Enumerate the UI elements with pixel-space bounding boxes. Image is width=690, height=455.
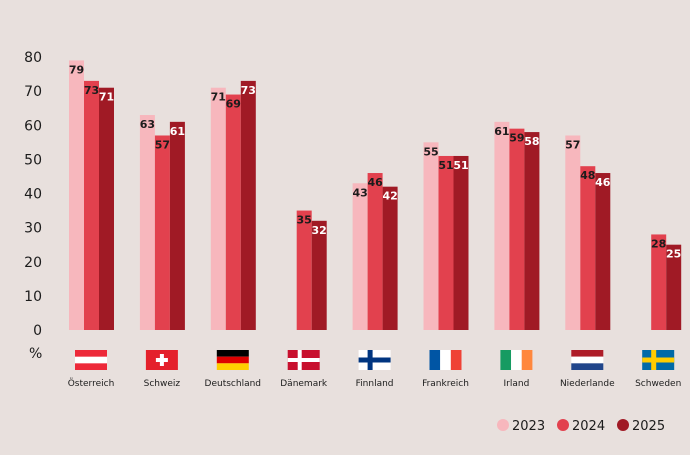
bar-irland-2023	[494, 121, 510, 331]
data-label-daenemark-2024: 35	[297, 214, 312, 227]
category-label-niederlande: Niederlande	[560, 379, 615, 389]
bar-finnland-2024	[367, 173, 383, 330]
category-label-irland: Irland	[504, 379, 530, 389]
legend-label-2023: 2023	[512, 419, 545, 434]
category-label-daenemark: Dänemark	[280, 379, 328, 389]
flag-austria-icon	[75, 350, 107, 370]
bar-oesterreich-2024	[84, 80, 99, 330]
legend-marker-2023	[497, 419, 509, 431]
flag-netherlands-icon	[571, 350, 604, 370]
data-label-frankreich-2024: 51	[438, 159, 453, 172]
data-label-finnland-2023: 43	[352, 186, 367, 199]
category-label-oesterreich: Österreich	[68, 378, 115, 389]
bar-deutschland-2023	[210, 87, 226, 331]
legend-marker-2025	[617, 419, 629, 431]
data-label-schweden-2024: 28	[651, 237, 666, 250]
legend-marker-2024	[557, 419, 569, 431]
data-label-schweden-2025: 25	[666, 248, 681, 261]
flag-france-icon	[429, 350, 462, 370]
bar-niederlande-2024	[580, 166, 596, 330]
y-tick-label: 30	[24, 221, 42, 237]
data-label-frankreich-2023: 55	[423, 145, 438, 158]
data-label-schweiz-2023: 63	[140, 118, 155, 131]
bar-frankreich-2024	[438, 155, 454, 330]
category-label-finnland: Finnland	[356, 379, 394, 389]
y-tick-label: 0	[33, 323, 42, 339]
legend-label-2024: 2024	[572, 419, 605, 434]
flag-sweden-icon	[642, 350, 675, 370]
bar-daenemark-2025	[311, 220, 327, 330]
data-label-oesterreich-2025: 71	[99, 91, 114, 104]
category-label-schweiz: Schweiz	[144, 379, 181, 389]
x-axis: Österreich Schweiz Deutschland Dänemark Finn…	[68, 350, 681, 389]
bar-schweiz-2025	[169, 121, 185, 331]
y-tick-label: 10	[24, 289, 42, 305]
data-label-daenemark-2025: 32	[312, 224, 327, 237]
data-label-finnland-2025: 42	[382, 190, 397, 203]
bar-schweden-2025	[666, 244, 682, 330]
bar-deutschland-2025	[240, 80, 256, 330]
flag-denmark-icon	[287, 350, 320, 370]
y-tick-label: 20	[24, 255, 42, 271]
y-tick-label: 50	[24, 152, 42, 168]
category-label-schweden: Schweden	[635, 379, 681, 389]
bar-schweiz-2024	[154, 135, 170, 330]
data-label-schweiz-2025: 61	[170, 125, 185, 138]
bar-schweden-2024	[651, 234, 667, 330]
bar-irland-2025	[524, 132, 540, 330]
bar-oesterreich-2023	[69, 60, 84, 330]
bar-oesterreich-2025	[99, 87, 114, 331]
data-label-niederlande-2025: 46	[595, 176, 611, 189]
y-tick-label: 70	[24, 84, 42, 100]
data-label-irland-2023: 61	[494, 125, 509, 138]
flag-finland-icon	[358, 350, 391, 370]
y-tick-label: 80	[24, 50, 42, 66]
data-label-oesterreich-2023: 79	[69, 63, 84, 76]
y-axis: 0 10 20 30 40 50 60 70 80	[24, 50, 42, 339]
category-label-frankreich: Frankreich	[422, 379, 469, 389]
bar-frankreich-2025	[453, 155, 469, 330]
bar-finnland-2025	[382, 186, 398, 330]
bar-finnland-2023	[352, 183, 368, 330]
y-tick-label: 60	[24, 118, 42, 134]
data-label-niederlande-2024: 48	[580, 169, 595, 182]
data-label-deutschland-2023: 71	[211, 91, 226, 104]
legend: 2023 2024 2025	[497, 419, 665, 434]
data-label-frankreich-2025: 51	[453, 159, 468, 172]
bars	[69, 60, 682, 331]
bar-irland-2024	[509, 128, 525, 330]
data-label-irland-2024: 59	[509, 132, 524, 145]
y-tick-label: 40	[24, 187, 42, 203]
bar-deutschland-2024	[225, 94, 241, 330]
data-label-irland-2025: 58	[524, 135, 539, 148]
data-label-schweiz-2024: 57	[155, 138, 170, 151]
category-label-deutschland: Deutschland	[205, 379, 261, 389]
bar-schweiz-2023	[139, 115, 155, 330]
bar-daenemark-2024	[296, 210, 312, 330]
data-label-deutschland-2025: 73	[241, 84, 256, 97]
flag-switzerland-icon	[145, 350, 178, 370]
flag-ireland-icon	[500, 350, 533, 370]
data-label-niederlande-2023: 57	[565, 138, 580, 151]
legend-label-2025: 2025	[632, 419, 665, 434]
data-label-deutschland-2024: 69	[226, 98, 241, 111]
data-label-oesterreich-2024: 73	[84, 84, 99, 97]
y-axis-unit-label: %	[29, 346, 42, 362]
data-label-finnland-2024: 46	[367, 176, 383, 189]
bar-niederlande-2023	[565, 135, 581, 330]
flag-germany-icon	[216, 350, 249, 370]
bar-frankreich-2023	[423, 142, 439, 330]
bar-niederlande-2025	[595, 173, 611, 330]
